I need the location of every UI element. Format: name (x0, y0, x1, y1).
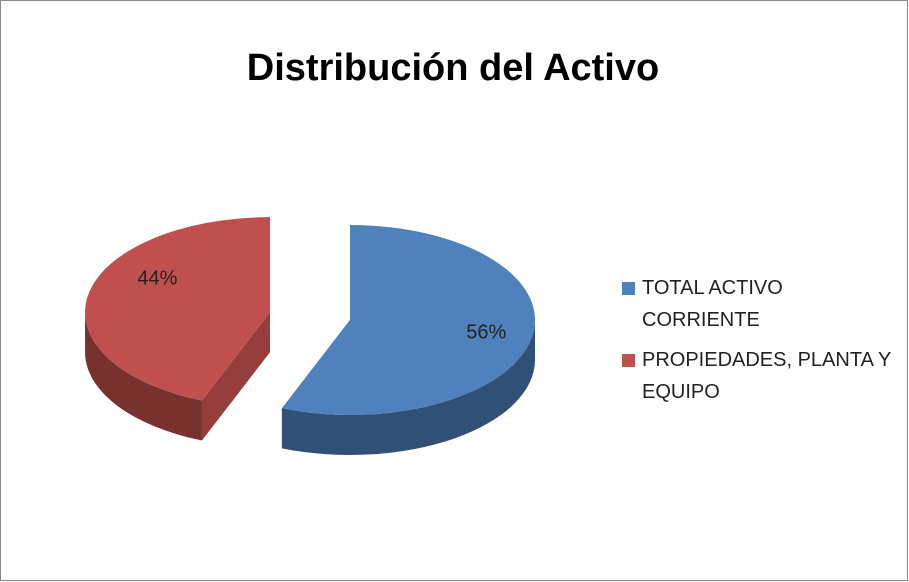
slice: 44% (85, 217, 271, 441)
pie-slice (281, 225, 535, 415)
chart-title: Distribución del Activo (247, 47, 659, 89)
slice-wall (201, 312, 271, 441)
legend-swatch (622, 354, 635, 367)
slice: 56% (281, 225, 535, 455)
legend-label: PROPIEDADES, PLANTA Y EQUIPO (642, 349, 891, 403)
legend-item: PROPIEDADES, PLANTA Y EQUIPO (622, 344, 897, 408)
pie-slice (85, 217, 271, 401)
data-label: 44% (137, 267, 177, 289)
slice-side (281, 320, 535, 455)
legend: TOTAL ACTIVO CORRIENTE PROPIEDADES, PLANT… (622, 272, 897, 416)
legend-swatch (622, 282, 635, 295)
slice-side (85, 312, 202, 441)
legend-label: TOTAL ACTIVO CORRIENTE (642, 277, 783, 331)
data-label: 56% (466, 322, 506, 344)
legend-item: TOTAL ACTIVO CORRIENTE (622, 272, 897, 336)
